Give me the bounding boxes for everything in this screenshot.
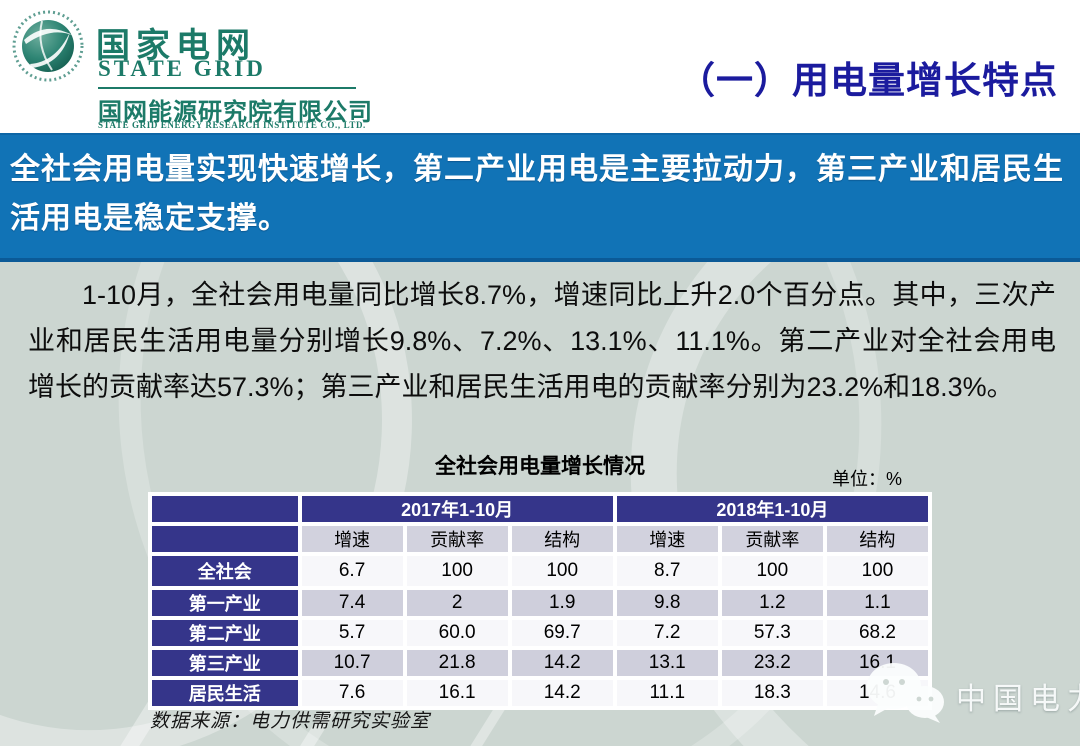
cell: 10.7 — [301, 650, 403, 676]
cell: 21.8 — [406, 650, 508, 676]
summary-paragraph: 1-10月，全社会用电量同比增长8.7%，增速同比上升2.0个百分点。其中，三次… — [28, 280, 1056, 402]
state-grid-globe-icon — [12, 10, 84, 82]
logo-name-cn: 国家电网 — [96, 27, 256, 65]
wechat-icon — [867, 663, 944, 723]
unit-label: 单位：% — [831, 469, 902, 489]
cell: 14.2 — [511, 680, 613, 706]
cell: 2 — [406, 590, 508, 616]
cell: 1.2 — [721, 590, 823, 616]
cell: 1.9 — [511, 590, 613, 616]
table-title: 全社会用电量增长情况 — [435, 455, 645, 478]
cell: 100 — [826, 556, 928, 586]
logo-subsidiary-cn: 国网能源研究院有限公司 — [98, 99, 373, 126]
year-header-2018: 2018年1-10月 — [616, 496, 928, 522]
cell: 7.4 — [301, 590, 403, 616]
state-grid-logo: 国家电网 STATE GRID 国网能源研究院有限公司 STATE GRID E… — [10, 6, 410, 130]
cell: 14.2 — [511, 650, 613, 676]
wechat-watermark: 中国电力 — [864, 660, 1080, 740]
cell: 8.7 — [616, 556, 718, 586]
cell: 68.2 — [826, 620, 928, 646]
table-subheader-row: 增速 贡献率 结构 增速 贡献率 结构 — [152, 526, 928, 552]
cell: 100 — [406, 556, 508, 586]
cell: 11.1 — [616, 680, 718, 706]
cell: 7.2 — [616, 620, 718, 646]
cell: 18.3 — [721, 680, 823, 706]
data-source-note: 数据来源：电力供需研究实验室 — [150, 711, 431, 732]
col-header: 增速 — [301, 526, 403, 552]
row-label: 第二产业 — [152, 620, 298, 646]
col-header: 结构 — [826, 526, 928, 552]
table-year-header-row: 2017年1-10月 2018年1-10月 — [152, 496, 928, 522]
col-header: 增速 — [616, 526, 718, 552]
col-header: 贡献率 — [721, 526, 823, 552]
corner-cell — [152, 526, 298, 552]
cell: 100 — [511, 556, 613, 586]
wechat-account-name: 中国电力 — [956, 683, 1080, 716]
col-header: 结构 — [511, 526, 613, 552]
cell: 57.3 — [721, 620, 823, 646]
key-message-text: 全社会用电量实现快速增长，第二产业用电是主要拉动力，第三产业和居民生活用电是稳定… — [10, 153, 1064, 235]
corner-cell — [152, 496, 298, 522]
cell: 13.1 — [616, 650, 718, 676]
table-row: 第一产业 7.4 2 1.9 9.8 1.2 1.1 — [152, 590, 928, 616]
cell: 5.7 — [301, 620, 403, 646]
logo-divider — [98, 87, 356, 89]
key-message-banner: 全社会用电量实现快速增长，第二产业用电是主要拉动力，第三产业和居民生活用电是稳定… — [0, 133, 1080, 262]
col-header: 贡献率 — [406, 526, 508, 552]
cell: 60.0 — [406, 620, 508, 646]
cell: 100 — [721, 556, 823, 586]
cell: 1.1 — [826, 590, 928, 616]
row-label: 第一产业 — [152, 590, 298, 616]
cell: 7.6 — [301, 680, 403, 706]
table-row: 全社会 6.7 100 100 8.7 100 100 — [152, 556, 928, 586]
electricity-growth-table: 2017年1-10月 2018年1-10月 增速 贡献率 结构 增速 贡献率 结… — [148, 492, 932, 710]
cell: 16.1 — [406, 680, 508, 706]
table-row: 居民生活 7.6 16.1 14.2 11.1 18.3 14.6 — [152, 680, 928, 706]
logo-subsidiary-en: STATE GRID ENERGY RESEARCH INSTITUTE CO.… — [98, 120, 366, 130]
cell: 6.7 — [301, 556, 403, 586]
page-title: （一）用电量增长特点 — [678, 60, 1058, 101]
content-area: 1-10月，全社会用电量同比增长8.7%，增速同比上升2.0个百分点。其中，三次… — [0, 262, 1080, 746]
cell: 9.8 — [616, 590, 718, 616]
row-label: 全社会 — [152, 556, 298, 586]
header: 国家电网 STATE GRID 国网能源研究院有限公司 STATE GRID E… — [0, 0, 1080, 133]
year-header-2017: 2017年1-10月 — [301, 496, 613, 522]
cell: 23.2 — [721, 650, 823, 676]
cell: 69.7 — [511, 620, 613, 646]
logo-name-en: STATE GRID — [98, 56, 266, 81]
table-row: 第二产业 5.7 60.0 69.7 7.2 57.3 68.2 — [152, 620, 928, 646]
row-label: 居民生活 — [152, 680, 298, 706]
row-label: 第三产业 — [152, 650, 298, 676]
table-row: 第三产业 10.7 21.8 14.2 13.1 23.2 16.1 — [152, 650, 928, 676]
